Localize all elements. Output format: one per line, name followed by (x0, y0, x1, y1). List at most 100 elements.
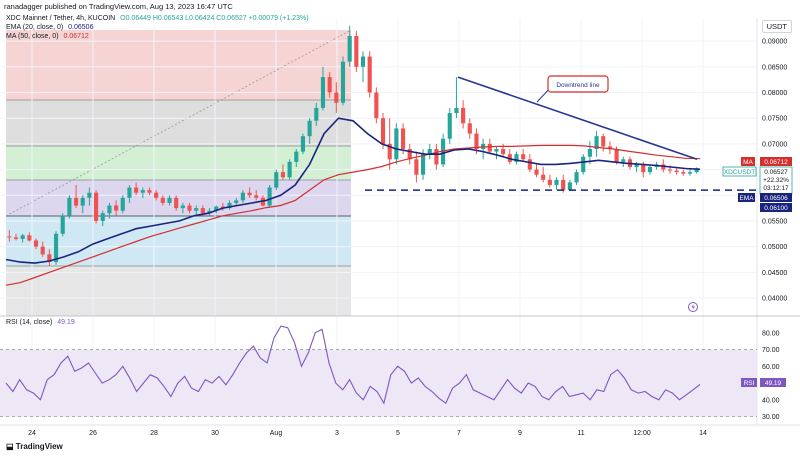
price-tick-label: 0.07000 (762, 141, 787, 148)
candle-body (427, 149, 432, 155)
candle-body (447, 113, 452, 139)
candle-body (20, 235, 25, 239)
candle-body (567, 182, 572, 191)
candle-body (167, 197, 172, 203)
ema20-line (5, 117, 701, 264)
candle-body (134, 187, 139, 193)
candle-body (587, 149, 592, 157)
candle-body (681, 172, 686, 174)
ma-tag-value: 0.06712 (764, 159, 788, 166)
candle-body (414, 159, 419, 175)
ma-legend[interactable]: MA (50, close, 0) 0.06712 (6, 32, 92, 41)
currency-label[interactable]: USDT (761, 20, 792, 33)
candle-body (354, 35, 359, 67)
candle-body (394, 128, 399, 160)
candle-body (340, 61, 346, 103)
candle-body (521, 154, 526, 160)
rsi-tick-label: 40.00 (762, 397, 780, 404)
candle-body (380, 118, 386, 144)
rsi-band (0, 349, 757, 417)
candle-body (494, 149, 499, 152)
ema-legend[interactable]: EMA (20, close, 0) 0.06506 (6, 23, 96, 32)
price-tags: MA 0.06712 XDCUSDT 0.06527 +22.32% 03:12… (722, 157, 793, 387)
last-tag-label: XDCUSDT (724, 169, 755, 176)
candle-body (387, 143, 392, 160)
candle-body (320, 77, 326, 108)
price-tick-label: 0.04000 (762, 296, 787, 303)
candle-body (154, 192, 159, 198)
candle-body (287, 161, 292, 178)
downtrend-line (457, 76, 698, 161)
candle-body (641, 164, 646, 173)
rsi-legend[interactable]: RSI (14, close) 49.19 (6, 318, 78, 327)
candle-body (534, 169, 539, 175)
candle-body (294, 151, 299, 162)
price-tick-label: 0.05500 (762, 218, 787, 225)
candle-body (33, 240, 39, 247)
zone-red (6, 30, 351, 100)
time-tick-label: 14 (699, 430, 707, 437)
candle-body (94, 192, 99, 221)
candle-body (614, 149, 619, 162)
price-tick-label: 0.04500 (762, 270, 787, 277)
time-tick-label: 9 (518, 430, 522, 437)
ma-legend-value: 0.06712 (63, 33, 89, 40)
tradingview-logo: ⬓ TradingView (6, 442, 63, 451)
time-tick-label: 3 (335, 430, 339, 437)
candle-body (461, 107, 466, 124)
zone-green (6, 146, 351, 180)
rsi-tick-label: 30.00 (762, 414, 780, 421)
ma-legend-label: MA (50, close, 0) (6, 33, 59, 40)
candle-body (367, 56, 372, 93)
candle-body (80, 197, 85, 206)
candle-body (360, 56, 366, 67)
rsi-pane (0, 325, 757, 418)
candle-body (501, 149, 506, 155)
symbol-legend: XDC Mainnet / Tether, 4h, KUCOIN O0.0644… (6, 14, 312, 23)
candle-body (601, 136, 606, 147)
candle-body (314, 107, 319, 121)
candle-body (574, 172, 579, 183)
ohlc-values: O0.06449 H0.06543 L0.06424 C0.06527 +0.0… (120, 15, 309, 22)
ma50-line (5, 144, 701, 286)
candle-body (100, 213, 105, 221)
time-axis[interactable]: 24 26 28 30 Aug 3 5 7 9 11 12:00 14 (28, 430, 707, 437)
alert-icon[interactable] (688, 302, 698, 312)
candle-body (561, 179, 566, 191)
candle-body (307, 120, 312, 137)
candle-body (407, 149, 412, 160)
candle-body (634, 164, 639, 167)
candle-body (67, 197, 72, 216)
candle-body (180, 205, 185, 209)
candle-body (60, 215, 65, 234)
callout-box (547, 75, 609, 93)
candle-body (160, 197, 165, 203)
rsi-tick-label: 70.00 (762, 347, 780, 354)
rsi-axis[interactable]: 80.00 70.00 60.00 40.00 30.00 (762, 330, 780, 421)
candle-body (400, 128, 406, 150)
logo-text: TradingView (15, 442, 63, 451)
candle-body (674, 170, 679, 173)
candle-body (254, 195, 259, 198)
candle-body (47, 254, 52, 263)
symbol-name[interactable]: XDC Mainnet / Tether, 4h, KUCOIN (6, 15, 116, 22)
candle-body (667, 169, 673, 171)
candle-body (327, 77, 332, 93)
time-tick-label: 30 (211, 430, 219, 437)
ema-legend-label: EMA (20, close, 0) (6, 24, 64, 31)
candle-body (687, 172, 693, 174)
candle-body (174, 197, 179, 209)
rsi-legend-value: 49.19 (57, 319, 75, 326)
last-tag-value: 0.06527 (764, 169, 788, 176)
candle-body (187, 205, 192, 211)
rsi-tick-label: 80.00 (762, 330, 780, 337)
price-tick-label: 0.08000 (762, 90, 787, 97)
candle-body (140, 190, 145, 193)
zone-lightgray (6, 266, 351, 316)
tv-icon: ⬓ (6, 442, 14, 451)
candle-body (694, 168, 699, 173)
candle-body (227, 202, 232, 209)
candle-body (527, 159, 532, 170)
rsi-legend-label: RSI (14, close) (6, 319, 53, 326)
